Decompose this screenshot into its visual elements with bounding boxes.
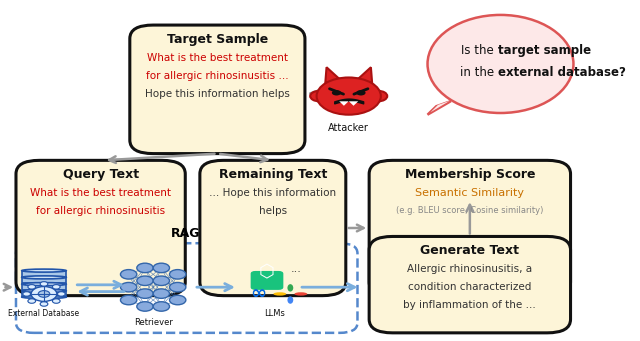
Circle shape [317,77,381,115]
Bar [22,277,66,283]
Ellipse shape [22,269,66,272]
Text: Membership Score: Membership Score [404,168,535,181]
Text: Retriever: Retriever [134,317,173,327]
Circle shape [153,276,170,285]
FancyBboxPatch shape [130,25,305,153]
Text: external database?: external database? [497,66,625,79]
Text: by inflammation of the …: by inflammation of the … [403,300,536,310]
Polygon shape [355,67,372,82]
Polygon shape [428,101,451,115]
Text: Hope this information helps: Hope this information helps [145,89,290,99]
Circle shape [58,292,65,296]
Circle shape [170,295,186,305]
Circle shape [170,282,186,292]
Circle shape [137,263,153,273]
Circle shape [120,295,137,305]
Ellipse shape [294,292,307,296]
Text: in the: in the [460,66,497,79]
Text: ∞: ∞ [250,284,266,303]
Circle shape [120,270,137,279]
FancyBboxPatch shape [251,271,284,290]
Circle shape [52,299,60,303]
Circle shape [23,292,31,296]
Bar [22,271,66,277]
Ellipse shape [22,290,66,293]
Circle shape [137,276,153,285]
Text: Target Sample: Target Sample [167,32,268,45]
Text: (e.g. BLEU score, Cosine similarity): (e.g. BLEU score, Cosine similarity) [396,206,543,215]
Text: target sample: target sample [497,44,591,57]
Circle shape [153,302,170,311]
Polygon shape [431,101,450,112]
Ellipse shape [428,15,573,113]
Ellipse shape [273,292,286,296]
Circle shape [153,289,170,298]
Circle shape [40,302,48,306]
Circle shape [28,299,36,303]
Text: ⬡: ⬡ [259,263,275,281]
Circle shape [137,302,153,311]
FancyBboxPatch shape [369,236,570,333]
Polygon shape [339,101,349,106]
Ellipse shape [22,283,66,286]
Polygon shape [349,101,358,106]
Circle shape [356,90,365,95]
Ellipse shape [287,284,293,292]
Circle shape [52,285,60,289]
Bar [22,291,66,297]
Text: What is the best treatment: What is the best treatment [30,188,171,198]
Circle shape [38,291,50,297]
Circle shape [31,286,57,301]
FancyBboxPatch shape [369,160,570,296]
Circle shape [332,90,341,95]
Text: Allergic rhinosinusitis, a: Allergic rhinosinusitis, a [407,264,532,274]
FancyBboxPatch shape [16,160,185,296]
Ellipse shape [22,276,66,279]
Ellipse shape [22,295,66,298]
Polygon shape [325,67,343,82]
Text: Semantic Similarity: Semantic Similarity [415,188,524,198]
Text: LLMs: LLMs [264,309,285,318]
FancyBboxPatch shape [200,160,346,296]
Text: Is the: Is the [461,44,497,57]
Text: helps: helps [259,206,287,216]
Text: Query Text: Query Text [63,168,139,181]
Text: RAG: RAG [170,227,200,240]
Circle shape [137,289,153,298]
Circle shape [120,282,137,292]
Bar [22,284,66,290]
Text: Attacker: Attacker [328,123,369,133]
Text: for allergic rhinosinusitis …: for allergic rhinosinusitis … [146,71,289,81]
Circle shape [153,263,170,273]
Text: condition characterized: condition characterized [408,282,532,292]
Text: What is the best treatment: What is the best treatment [147,53,288,63]
Text: Generate Text: Generate Text [420,244,519,257]
Circle shape [28,285,36,289]
Ellipse shape [287,296,293,304]
Text: ...: ... [291,264,301,273]
Circle shape [170,270,186,279]
Text: … Hope this information: … Hope this information [209,188,337,198]
Text: for allergic rhinosinusitis: for allergic rhinosinusitis [36,206,165,216]
Text: Remaining Text: Remaining Text [219,168,327,181]
Text: External Database: External Database [8,309,79,318]
Circle shape [369,91,387,101]
Circle shape [40,282,48,286]
Circle shape [310,91,328,101]
